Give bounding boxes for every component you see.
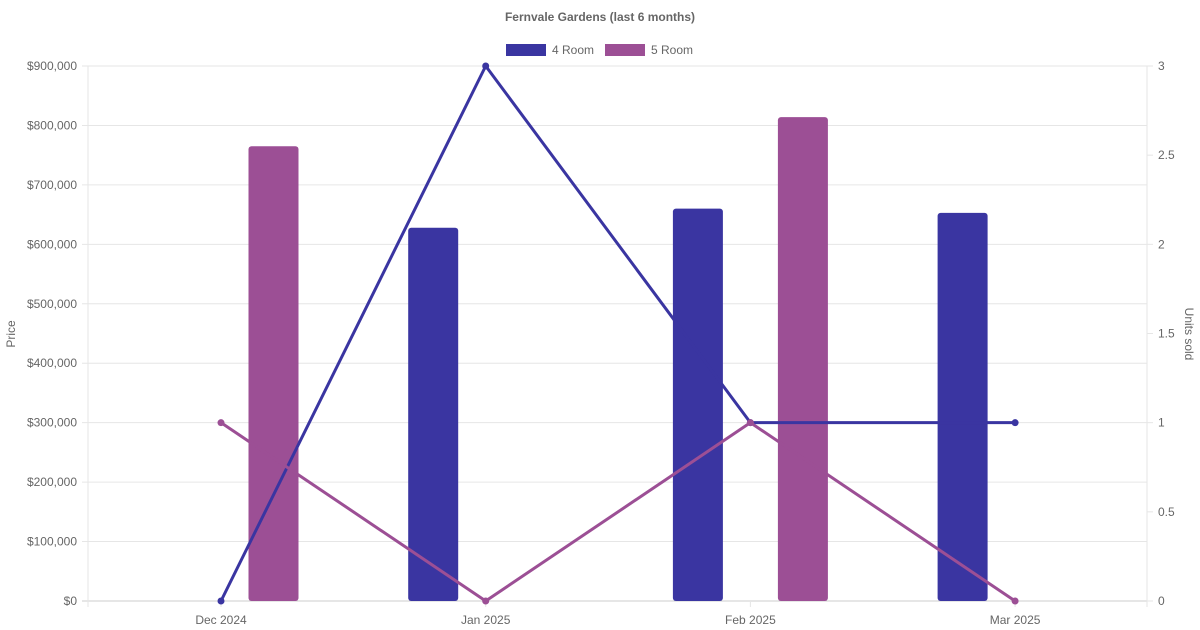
right-tick-label: 2.5 (1158, 148, 1175, 162)
left-tick-label: $300,000 (27, 416, 77, 430)
right-tick-label: 3 (1158, 59, 1165, 73)
legend-label-4-room: 4 Room (552, 43, 594, 57)
right-tick-label: 1 (1158, 416, 1165, 430)
point-4-room (217, 597, 225, 605)
bar-4-room (937, 212, 988, 602)
x-tick-label: Dec 2024 (195, 613, 247, 627)
legend-item-4-room[interactable]: 4 Room (506, 43, 594, 57)
left-tick-label: $700,000 (27, 178, 77, 192)
legend-label-5-room: 5 Room (651, 43, 693, 57)
right-axis-label: Units sold (1182, 308, 1196, 361)
left-tick-label: $500,000 (27, 297, 77, 311)
left-tick-label: $600,000 (27, 237, 77, 251)
point-5-room (1011, 597, 1019, 605)
lines (217, 62, 1019, 605)
x-tick-label: Jan 2025 (461, 613, 511, 627)
bar-4-room (408, 227, 459, 601)
bars (248, 117, 988, 602)
bar-5-room (777, 117, 828, 601)
left-axis-label: Price (4, 320, 18, 348)
legend-swatch-5-room (605, 44, 645, 56)
left-axis-ticks: $0 $100,000 $200,000 $300,000 $400,000 $500,0… (27, 59, 77, 608)
x-tick-label: Feb 2025 (725, 613, 776, 627)
left-tick-label: $800,000 (27, 118, 77, 132)
chart-title: Fernvale Gardens (last 6 months) (505, 10, 695, 24)
x-tick-label: Mar 2025 (990, 613, 1041, 627)
right-tick-label: 2 (1158, 237, 1165, 251)
legend-swatch-4-room (506, 44, 546, 56)
x-axis-ticks: Dec 2024 Jan 2025 Feb 2025 Mar 2025 (195, 613, 1040, 627)
line-4-room (219, 64, 1016, 602)
left-tick-label: $0 (64, 594, 78, 608)
legend-item-5-room[interactable]: 5 Room (605, 43, 693, 57)
point-4-room (1011, 419, 1019, 427)
legend: 4 Room 5 Room (506, 43, 693, 57)
right-tick-label: 0.5 (1158, 505, 1175, 519)
point-5-room (746, 419, 754, 427)
line-5-room (220, 421, 1016, 603)
point-5-room (217, 419, 225, 427)
left-tick-label: $200,000 (27, 475, 77, 489)
left-tick-label: $400,000 (27, 356, 77, 370)
point-4-room (482, 62, 490, 70)
bar-5-room (248, 146, 299, 601)
right-axis-ticks: 0 0.5 1 1.5 2 2.5 3 (1158, 59, 1175, 608)
right-tick-label: 0 (1158, 594, 1165, 608)
bar-4-room (672, 208, 723, 601)
right-tick-label: 1.5 (1158, 327, 1175, 341)
point-5-room (482, 597, 490, 605)
left-tick-label: $100,000 (27, 535, 77, 549)
grid (82, 65, 1153, 607)
left-tick-label: $900,000 (27, 59, 77, 73)
